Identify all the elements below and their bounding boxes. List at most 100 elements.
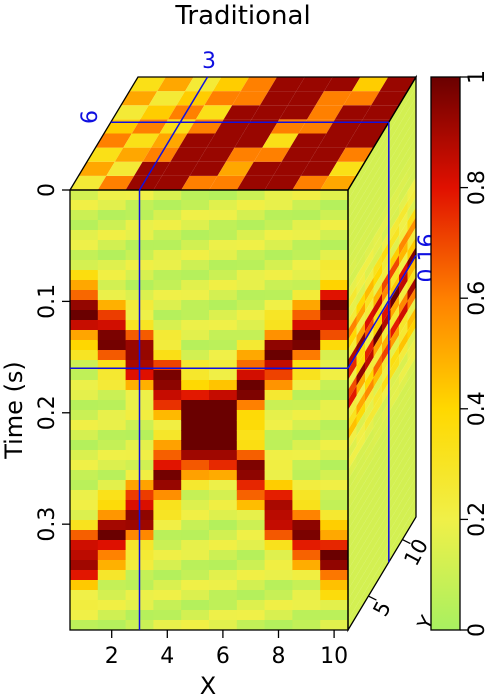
- heat-cell: [209, 410, 238, 421]
- side-cell: [390, 335, 399, 360]
- heat-cell: [236, 370, 266, 381]
- heat-cell: [264, 380, 293, 391]
- heat-cell: [153, 310, 182, 321]
- side-cell: [407, 157, 416, 182]
- heat-cell: [97, 610, 127, 621]
- heat-cell: [153, 470, 182, 481]
- heat-cell: [97, 190, 127, 201]
- heat-cell: [97, 560, 127, 571]
- side-cell: [399, 451, 408, 476]
- heat-cell: [153, 620, 182, 630]
- heat-cell: [70, 610, 99, 621]
- colorbar-tick-label: 0: [465, 623, 490, 637]
- top-cell: [70, 175, 107, 190]
- heat-cell: [292, 330, 321, 341]
- slice-lines: [70, 76, 417, 630]
- top-cell: [123, 133, 160, 148]
- side-cell: [390, 375, 399, 400]
- side-cell: [365, 567, 374, 592]
- heat-cell: [264, 490, 293, 501]
- side-cell: [373, 163, 382, 188]
- heat-cell: [292, 250, 321, 261]
- top-cell: [268, 77, 305, 92]
- heat-cell: [70, 230, 99, 241]
- side-cell: [348, 195, 357, 220]
- heat-cell: [181, 390, 210, 401]
- heat-cell: [153, 550, 182, 561]
- top-cell: [307, 105, 344, 120]
- side-cell: [348, 475, 357, 500]
- side-cell: [373, 443, 382, 468]
- side-cell: [390, 535, 399, 560]
- heat-cell: [209, 260, 238, 271]
- heat-cell: [181, 360, 210, 371]
- side-cell: [390, 105, 399, 130]
- heat-cell: [236, 310, 266, 321]
- heat-cell: [97, 380, 127, 391]
- heat-cell: [153, 460, 182, 471]
- side-cell: [348, 365, 357, 390]
- side-cell: [373, 233, 382, 258]
- side-cell: [373, 313, 382, 338]
- top-panel: [70, 77, 416, 190]
- side-cell: [407, 147, 416, 172]
- heat-cell: [181, 430, 210, 441]
- side-cell: [399, 311, 408, 336]
- top-cell: [189, 161, 226, 176]
- heat-cell: [70, 270, 99, 281]
- heat-cell: [292, 420, 321, 431]
- heat-cell: [236, 560, 266, 571]
- heat-cell: [264, 270, 293, 281]
- side-cell: [399, 271, 408, 296]
- side-cell: [365, 247, 374, 272]
- heat-cell: [292, 580, 321, 591]
- side-cell: [390, 265, 399, 290]
- heat-cell: [153, 190, 182, 201]
- x-axis-label: X: [200, 672, 216, 696]
- heat-cell: [320, 200, 348, 211]
- side-cell: [399, 191, 408, 216]
- heat-cell: [320, 450, 348, 461]
- side-cell: [407, 327, 416, 352]
- heat-cell: [97, 470, 127, 481]
- side-cell: [348, 535, 357, 560]
- colorbar-tick-label: 1: [465, 70, 490, 84]
- side-cell: [399, 471, 408, 496]
- top-cell: [309, 147, 346, 162]
- heat-cell: [153, 210, 182, 221]
- side-cell: [365, 537, 374, 562]
- y-axis-label: Time (s): [0, 361, 28, 460]
- side-cell: [407, 297, 416, 322]
- side-cell: [356, 561, 365, 586]
- side-cell: [399, 521, 408, 546]
- heat-cell: [181, 350, 210, 361]
- heat-cell: [320, 490, 348, 501]
- side-cell: [373, 293, 382, 318]
- heat-cell: [181, 260, 210, 271]
- top-cell: [279, 105, 316, 120]
- trace-column: [320, 190, 348, 630]
- side-cell: [365, 557, 374, 582]
- heat-cell: [209, 560, 238, 571]
- side-cell: [399, 491, 408, 516]
- heat-cell: [97, 220, 127, 231]
- heat-cell: [292, 220, 321, 231]
- side-cell: [348, 515, 357, 540]
- heat-cell: [264, 400, 293, 411]
- side-cell: [373, 413, 382, 438]
- heat-cell: [320, 350, 348, 361]
- side-cell: [356, 411, 365, 436]
- heat-cell: [97, 270, 127, 281]
- heat-cell: [181, 620, 210, 630]
- side-cell: [348, 555, 357, 580]
- side-cell: [365, 277, 374, 302]
- heat-cell: [181, 320, 210, 331]
- side-cell: [365, 397, 374, 422]
- side-cell: [356, 351, 365, 376]
- heat-cell: [264, 480, 293, 491]
- y-tick-label: 0.1: [35, 284, 60, 319]
- heat-cell: [320, 240, 348, 251]
- side-cell: [399, 481, 408, 506]
- heat-cell: [70, 200, 99, 211]
- heat-cell: [236, 490, 266, 501]
